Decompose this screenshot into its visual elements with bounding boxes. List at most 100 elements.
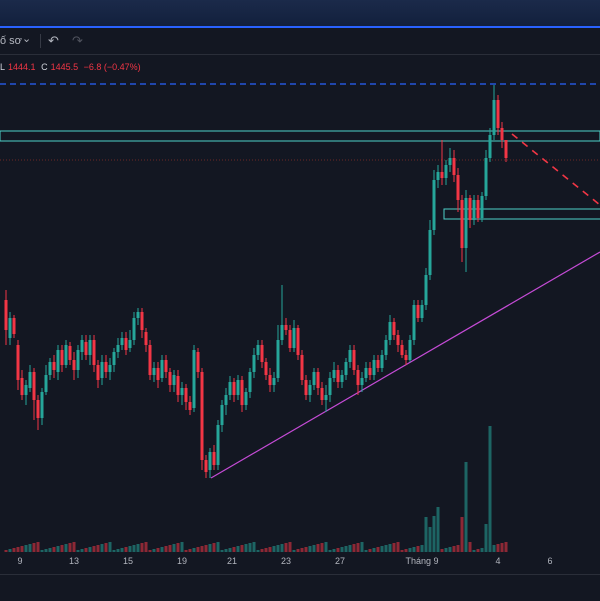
volume-bar [120, 548, 124, 552]
candle-body [292, 328, 296, 348]
toolbar-divider [40, 34, 41, 48]
volume-bar [280, 544, 284, 552]
browser-top-bar [0, 0, 600, 28]
volume-bar [360, 542, 364, 552]
volume-bar [252, 542, 256, 552]
candle-body [220, 405, 224, 425]
volume-bar [172, 544, 176, 552]
volume-bar [240, 545, 244, 552]
volume-bar [496, 544, 500, 552]
candle-body [448, 158, 452, 165]
candle-body [60, 350, 64, 365]
volume-bar [176, 543, 180, 552]
candle-body [412, 305, 416, 340]
volume-bar [460, 517, 464, 552]
volume-bar [480, 548, 484, 552]
volume-bar [32, 543, 36, 552]
candle-body [228, 382, 232, 395]
candle-body [460, 200, 464, 248]
close-value: 1445.5 [50, 62, 79, 72]
close-label: C [41, 62, 48, 72]
candle-body [468, 198, 472, 220]
resistance-zone[interactable] [0, 130, 600, 142]
volume-bar [396, 542, 400, 552]
volume-bar [20, 546, 24, 552]
volume-bar [444, 548, 448, 552]
candle-body [488, 135, 492, 158]
volume-bar [376, 547, 380, 552]
volume-bar [276, 545, 280, 552]
volume-bar [312, 545, 316, 552]
candle-body [68, 346, 72, 360]
price-chart[interactable] [0, 56, 600, 552]
volume-bar [436, 507, 440, 552]
volume-bar [484, 524, 488, 552]
volume-bar [284, 543, 288, 552]
chart-toolbar: ố sơ ⌄ ↶ ↷ [0, 28, 600, 55]
candle-body [188, 402, 192, 410]
volume-bar [356, 543, 360, 552]
candle-body [140, 312, 144, 330]
time-axis-tick: 23 [280, 556, 292, 566]
candle-body [320, 388, 324, 400]
volume-bar [152, 549, 156, 552]
candle-body [276, 340, 280, 378]
volume-bar [296, 549, 300, 552]
projected-downtrend-line[interactable] [511, 133, 600, 206]
volume-bar [116, 549, 120, 552]
candle-body [200, 372, 204, 460]
volume-bar [44, 549, 48, 552]
candle-body [288, 330, 292, 348]
candle-body [16, 345, 20, 380]
volume-bar [288, 542, 292, 552]
candle-body [96, 365, 100, 380]
candle-body [352, 350, 356, 370]
volume-bar [316, 544, 320, 552]
time-axis-tick: 9 [17, 556, 23, 566]
volume-bar [4, 550, 8, 552]
low-label: L [0, 62, 6, 72]
volume-bar [92, 546, 96, 552]
volume-bar [244, 544, 248, 552]
candle-body [332, 370, 336, 378]
candle-body [192, 350, 196, 408]
candle-body [440, 172, 444, 178]
chevron-down-icon[interactable]: ⌄ [22, 33, 32, 45]
candle-body [252, 355, 256, 372]
redo-icon[interactable]: ↷ [72, 33, 83, 48]
candle-body [384, 340, 388, 355]
volume-bar [328, 550, 332, 552]
candle-body [100, 362, 104, 378]
candle-body [20, 378, 24, 395]
volume-bar [320, 543, 324, 552]
volume-bar [60, 545, 64, 552]
volume-bar [340, 547, 344, 552]
candle-body [336, 370, 340, 382]
candle-body [108, 365, 112, 372]
volume-bar [188, 549, 192, 552]
volume-bar [132, 545, 136, 552]
volume-bar [380, 546, 384, 552]
undo-icon[interactable]: ↶ [48, 33, 59, 48]
candle-body [436, 172, 440, 180]
chart-type-label[interactable]: ố sơ [0, 35, 22, 47]
volume-bar [56, 546, 60, 552]
volume-bar [256, 550, 260, 552]
volume-bar [452, 546, 456, 552]
candle-body [268, 375, 272, 385]
volume-bar [156, 548, 160, 552]
volume-bar [352, 544, 356, 552]
candle-body [180, 388, 184, 395]
volume-bar [52, 547, 56, 552]
candle-body [176, 376, 180, 395]
volume-bar [236, 546, 240, 552]
volume-bar [112, 550, 116, 552]
support-zone[interactable] [443, 208, 600, 220]
candle-body [64, 345, 68, 365]
candle-body [312, 372, 316, 385]
candle-body [380, 355, 384, 368]
time-axis-tick: 6 [547, 556, 553, 566]
candle-body [492, 100, 496, 135]
volume-bar [404, 549, 408, 552]
candle-body [196, 352, 200, 372]
